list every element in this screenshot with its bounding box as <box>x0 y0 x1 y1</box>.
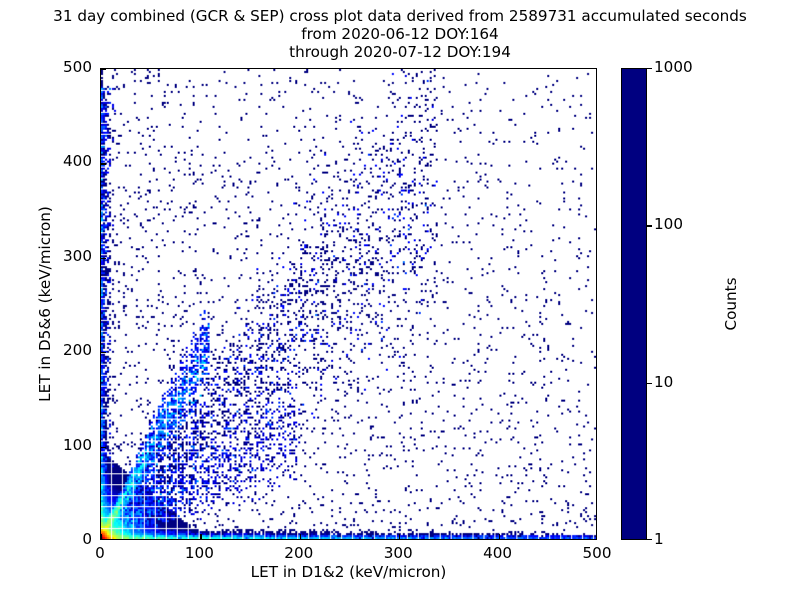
chart-title: 31 day combined (GCR & SEP) cross plot d… <box>0 7 800 62</box>
colorbar-tick-mark <box>647 68 652 70</box>
colorbar-tick-label: 100 <box>654 215 683 234</box>
x-axis-label: LET in D1&2 (keV/micron) <box>250 563 447 581</box>
x-tick-mark <box>399 534 401 539</box>
x-tick-mark <box>101 534 103 539</box>
x-tick-label: 0 <box>95 544 105 562</box>
y-tick-label: 100 <box>63 435 92 454</box>
x-tick-mark <box>200 534 202 539</box>
x-tick-label: 500 <box>582 544 612 562</box>
colorbar-tick-mark <box>647 382 652 384</box>
x-tick-label: 400 <box>483 544 513 562</box>
title-line-2: from 2020-06-12 DOY:164 <box>301 24 499 43</box>
colorbar-tick-mark <box>647 538 652 540</box>
y-tick-label: 200 <box>63 341 92 360</box>
title-line-3: through 2020-07-12 DOY:194 <box>289 42 511 61</box>
y-tick-mark <box>101 163 106 165</box>
colorbar-tick-mark <box>647 225 652 227</box>
y-tick-mark <box>101 69 106 71</box>
x-tick-mark <box>498 534 500 539</box>
y-tick-mark <box>101 446 106 448</box>
x-tick-label: 200 <box>284 544 314 562</box>
y-tick-mark <box>101 257 106 260</box>
y-tick-mark <box>101 352 106 354</box>
plot-area[interactable] <box>100 68 597 540</box>
colorbar-gradient <box>621 68 647 540</box>
colorbar-tick-label: 1000 <box>654 58 693 76</box>
colorbar-group: 1 10 100 1000 <box>621 58 693 548</box>
y-tick-label: 300 <box>63 246 92 265</box>
y-tick-label: 0 <box>82 530 92 548</box>
title-line-1: 31 day combined (GCR & SEP) cross plot d… <box>53 7 747 25</box>
x-tick-label: 300 <box>383 544 413 562</box>
x-tick-label: 100 <box>184 544 214 562</box>
y-axis-label: LET in D5&6 (keV/micron) <box>36 206 54 402</box>
colorbar-tick-label: 10 <box>654 372 674 391</box>
x-tick-mark <box>299 534 302 539</box>
y-tick-label: 500 <box>63 58 92 76</box>
colorbar-tick-label: 1 <box>654 530 664 548</box>
y-tick-label: 400 <box>63 152 92 171</box>
scatter-heatmap <box>101 69 596 539</box>
colorbar-label: Counts <box>722 277 740 331</box>
